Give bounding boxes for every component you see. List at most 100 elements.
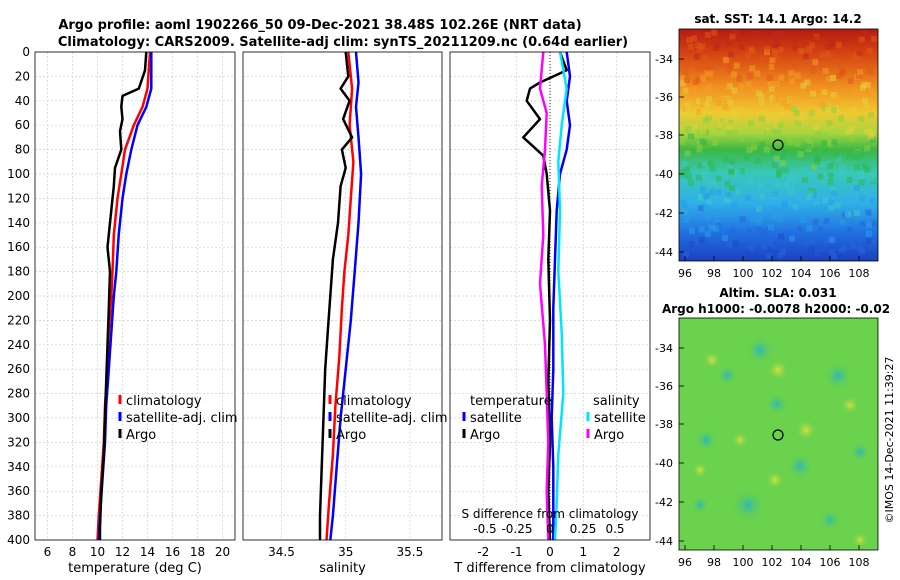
map-x-tick-label: 98 — [707, 267, 721, 280]
x-tick-label: 18 — [190, 545, 205, 559]
sst-pixel — [767, 145, 774, 152]
series-line — [522, 51, 568, 541]
map-y-tick-label: -36 — [655, 91, 673, 104]
sst-pixel — [857, 68, 864, 75]
sst-pixel — [802, 166, 809, 172]
sst-pixel — [787, 139, 794, 146]
sst-pixel — [711, 208, 718, 215]
sst-pixel — [691, 35, 698, 42]
sst-pixel — [714, 42, 721, 48]
sst-pixel — [843, 36, 849, 42]
sst-pixel — [701, 129, 707, 135]
sst-pixel — [709, 237, 716, 243]
sst-pixel — [754, 70, 761, 77]
sst-pixel — [695, 42, 702, 49]
sst-pixel — [679, 80, 686, 87]
sst-pixel — [715, 189, 722, 196]
sla-low-blob — [746, 336, 774, 364]
sst-pixel — [824, 50, 831, 57]
sst-pixel — [869, 129, 876, 136]
sst-pixel — [788, 33, 795, 40]
sla-low-blob — [717, 365, 737, 385]
sla-low-blob — [695, 429, 717, 451]
map-x-tick-label: 100 — [733, 556, 754, 569]
sst-pixel — [722, 156, 729, 163]
sst-pixel — [823, 173, 830, 180]
x-axis-label: salinity — [319, 561, 366, 576]
sst-pixel — [727, 62, 734, 69]
sst-pixel — [797, 48, 804, 55]
s-tick-label: -0.5 — [473, 522, 496, 536]
sst-pixel — [696, 146, 703, 153]
sst-pixel — [751, 87, 758, 93]
sst-pixel — [736, 75, 742, 82]
sst-pixel — [771, 191, 778, 198]
sst-pixel — [700, 75, 706, 82]
sla-high-blob — [731, 431, 749, 449]
sst-pixel — [745, 195, 752, 202]
legend-label: Argo — [470, 428, 500, 443]
sst-pixel — [754, 157, 761, 164]
sst-pixel — [850, 243, 857, 250]
sst-pixel — [758, 99, 765, 106]
sst-pixel — [744, 52, 751, 59]
series-line — [325, 51, 355, 541]
map-y-tick-label: -40 — [655, 168, 673, 181]
sst-pixel — [858, 173, 865, 179]
sst-pixel — [738, 106, 745, 113]
s-tick-label: 0 — [546, 522, 554, 536]
sst-pixel — [696, 174, 703, 181]
sst-pixel — [846, 176, 853, 183]
sst-pixel — [826, 208, 833, 215]
depth-tick-label: 400 — [7, 533, 30, 547]
sst-pixel — [839, 247, 845, 254]
sst-pixel — [755, 226, 762, 233]
sst-pixel — [826, 120, 833, 127]
sst-pixel — [803, 135, 810, 142]
legend-label: satellite — [470, 411, 522, 426]
sst-pixel — [819, 52, 826, 59]
sst-pixel — [704, 31, 711, 38]
sst-pixel — [764, 228, 771, 235]
map-x-tick-label: 108 — [849, 556, 870, 569]
sst-pixel — [857, 151, 864, 158]
sst-pixel — [706, 83, 713, 90]
sst-pixel — [788, 95, 795, 101]
sst-pixel — [825, 76, 832, 83]
sst-pixel — [790, 174, 797, 180]
sst-pixel — [822, 148, 829, 155]
sst-pixel — [866, 64, 872, 71]
depth-tick-label: 300 — [7, 411, 30, 425]
map-x-tick-label: 104 — [791, 267, 812, 280]
sst-pixel — [688, 133, 695, 140]
sst-pixel — [863, 102, 870, 109]
sst-pixel — [704, 213, 711, 220]
sst-pixel — [724, 84, 731, 91]
sst-pixel — [755, 90, 762, 97]
sst-pixel — [731, 87, 738, 94]
sst-pixel — [808, 246, 815, 253]
sla-high-blob — [766, 358, 790, 382]
sst-pixel — [809, 239, 816, 245]
sst-pixel — [723, 196, 730, 203]
x-axis-label: T difference from climatology — [453, 561, 646, 576]
sst-pixel — [870, 172, 877, 179]
sst-pixel — [756, 215, 763, 222]
sst-pixel — [866, 47, 873, 54]
sla-map-title2: Argo h1000: -0.0078 h2000: -0.02 — [662, 302, 890, 316]
sst-pixel — [688, 241, 695, 248]
sst-pixel — [794, 72, 801, 79]
sst-pixel — [821, 140, 828, 147]
map-y-tick-label: -38 — [655, 129, 673, 142]
sst-pixel — [764, 49, 771, 56]
sst-pixel — [767, 238, 774, 245]
sst-pixel — [688, 179, 695, 186]
sst-pixel — [800, 112, 807, 119]
sst-pixel — [837, 252, 844, 259]
sst-pixel — [823, 217, 830, 224]
sst-pixel — [694, 33, 701, 40]
sst-pixel — [702, 117, 709, 124]
sst-pixel — [758, 115, 765, 122]
sst-pixel — [708, 188, 715, 195]
